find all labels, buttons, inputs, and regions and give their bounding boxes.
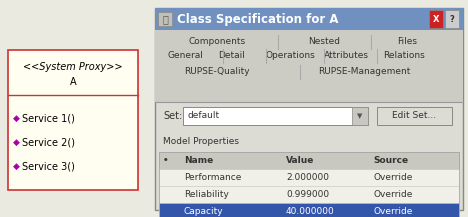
Text: Detail: Detail xyxy=(219,51,245,61)
Text: Service 2(): Service 2() xyxy=(22,138,75,148)
Text: Model Properties: Model Properties xyxy=(163,138,239,146)
Text: Edit Set...: Edit Set... xyxy=(393,112,437,120)
Text: Name: Name xyxy=(184,156,213,165)
Text: •: • xyxy=(163,156,168,165)
Text: Capacity: Capacity xyxy=(184,207,224,216)
Text: Service 1(): Service 1() xyxy=(22,114,75,124)
Text: Relations: Relations xyxy=(384,51,425,61)
Text: RUPSE-Management: RUPSE-Management xyxy=(318,67,410,77)
Bar xyxy=(445,10,459,28)
Text: ⛲: ⛲ xyxy=(162,14,168,24)
Text: A: A xyxy=(70,77,76,87)
Bar xyxy=(159,152,459,217)
Bar xyxy=(159,152,459,169)
Text: Source: Source xyxy=(373,156,408,165)
Bar xyxy=(159,186,459,203)
Text: Set:: Set: xyxy=(163,111,182,121)
Text: Reliability: Reliability xyxy=(184,190,229,199)
Text: 2.000000: 2.000000 xyxy=(286,173,329,182)
Text: default: default xyxy=(188,112,220,120)
Bar xyxy=(8,50,138,190)
Bar xyxy=(429,10,443,28)
Bar xyxy=(155,8,463,210)
Text: Attributes: Attributes xyxy=(323,51,368,61)
Text: RUPSE-Quality: RUPSE-Quality xyxy=(184,67,249,77)
Text: Nested: Nested xyxy=(308,38,340,46)
Text: Operations: Operations xyxy=(266,51,315,61)
Text: ◆: ◆ xyxy=(13,162,20,171)
Bar xyxy=(155,30,463,102)
Text: Service 3(): Service 3() xyxy=(22,161,75,171)
Text: General: General xyxy=(168,51,204,61)
Text: Files: Files xyxy=(397,38,417,46)
Text: 40.000000: 40.000000 xyxy=(286,207,335,216)
Text: Override: Override xyxy=(373,173,412,182)
Text: Components: Components xyxy=(188,38,245,46)
Bar xyxy=(159,169,459,186)
Text: ▼: ▼ xyxy=(357,113,363,119)
Text: X: X xyxy=(433,15,439,23)
Bar xyxy=(352,107,368,125)
Text: Override: Override xyxy=(373,190,412,199)
Text: ?: ? xyxy=(450,15,454,23)
Text: ◆: ◆ xyxy=(13,114,20,123)
Text: Value: Value xyxy=(286,156,314,165)
Text: <<System Proxy>>: <<System Proxy>> xyxy=(23,62,123,72)
Text: Class Specification for A: Class Specification for A xyxy=(177,13,338,26)
Text: Performance: Performance xyxy=(184,173,241,182)
Bar xyxy=(159,203,459,217)
Bar xyxy=(158,12,172,26)
Text: ◆: ◆ xyxy=(13,138,20,147)
Bar xyxy=(377,107,452,125)
Bar xyxy=(183,107,368,125)
Text: 0.999000: 0.999000 xyxy=(286,190,329,199)
Text: Override: Override xyxy=(373,207,412,216)
Bar xyxy=(155,8,463,30)
